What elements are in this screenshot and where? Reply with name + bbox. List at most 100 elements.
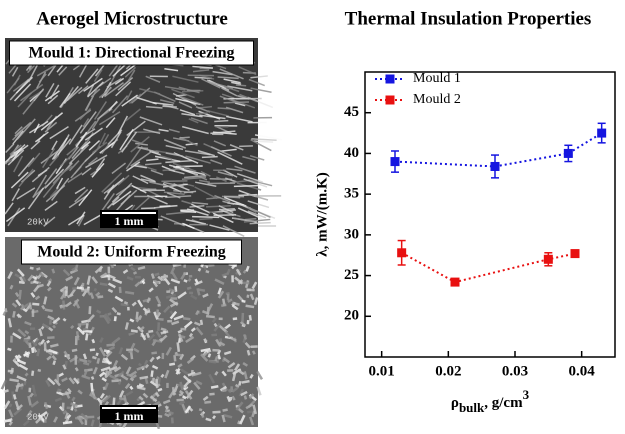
texture	[32, 304, 39, 305]
texture	[148, 331, 153, 332]
texture	[218, 108, 230, 109]
point	[597, 129, 606, 138]
texture	[25, 381, 26, 385]
texture	[258, 387, 261, 395]
texture	[130, 386, 132, 389]
point	[571, 249, 580, 258]
texture	[125, 292, 134, 293]
texture	[91, 383, 92, 391]
texture	[47, 341, 50, 343]
texture	[179, 394, 183, 395]
legend-marker	[386, 96, 395, 105]
texture	[106, 345, 114, 346]
texture	[246, 306, 254, 307]
texture	[178, 331, 182, 333]
texture	[236, 85, 246, 86]
texture	[83, 363, 89, 365]
texture	[161, 329, 166, 331]
texture	[63, 422, 72, 423]
texture	[10, 404, 11, 407]
texture	[190, 334, 192, 337]
texture	[234, 186, 260, 187]
texture	[93, 339, 94, 343]
x-tick-label: 0.01	[369, 363, 395, 379]
texture	[209, 212, 223, 213]
texture	[124, 302, 127, 303]
texture	[75, 408, 76, 411]
texture	[204, 265, 206, 270]
texture	[236, 385, 239, 387]
texture	[244, 334, 246, 339]
texture	[86, 333, 87, 340]
texture	[248, 295, 249, 298]
texture	[42, 327, 44, 330]
texture	[175, 355, 176, 361]
texture	[14, 394, 15, 399]
texture	[129, 351, 133, 352]
texture	[158, 389, 162, 391]
y-tick-label: 20	[344, 308, 359, 324]
texture	[50, 319, 51, 324]
texture	[137, 312, 138, 320]
texture	[199, 409, 202, 410]
texture	[145, 311, 150, 312]
texture	[239, 146, 253, 147]
texture	[245, 396, 246, 400]
texture	[199, 218, 212, 219]
texture	[242, 313, 243, 322]
texture	[97, 353, 98, 356]
scale-label: 1 mm	[115, 214, 144, 228]
texture	[178, 342, 179, 351]
texture	[166, 406, 168, 409]
texture	[6, 308, 7, 312]
texture	[183, 396, 186, 398]
texture	[11, 368, 12, 374]
x-axis-label-part: ρ	[451, 395, 459, 411]
chart-title: Thermal Insulation Properties	[345, 8, 592, 29]
texture	[38, 370, 41, 371]
texture	[4, 390, 9, 392]
image-label: Mould 1: Directional Freezing	[28, 45, 234, 62]
texture	[247, 266, 249, 271]
texture	[199, 290, 205, 291]
image-label: Mould 2: Uniform Freezing	[37, 244, 226, 261]
texture	[196, 113, 208, 114]
legend-label: Mould 2	[413, 92, 461, 107]
texture	[88, 361, 91, 362]
texture	[211, 386, 218, 387]
texture	[32, 348, 33, 353]
y-tick-label: 30	[344, 226, 359, 242]
texture	[213, 416, 215, 419]
texture	[117, 313, 121, 314]
texture	[78, 360, 79, 363]
texture	[92, 377, 93, 380]
texture	[97, 296, 103, 297]
texture	[8, 349, 12, 350]
texture	[221, 305, 226, 306]
texture	[187, 288, 191, 289]
texture	[206, 316, 215, 317]
texture	[242, 381, 250, 382]
texture	[32, 371, 33, 376]
texture	[157, 309, 158, 315]
texture	[147, 333, 149, 338]
texture	[177, 400, 184, 401]
texture	[253, 351, 255, 354]
texture	[250, 223, 271, 224]
texture	[87, 323, 88, 328]
texture	[158, 319, 164, 320]
texture	[38, 349, 39, 356]
texture	[104, 387, 105, 390]
texture	[13, 311, 14, 317]
texture	[192, 217, 219, 218]
y-tick-label: 45	[344, 104, 359, 120]
texture	[58, 389, 59, 392]
y-tick-label: 40	[344, 145, 359, 161]
texture	[151, 353, 156, 354]
x-axis-label-part: , g/cm	[484, 395, 523, 411]
texture	[36, 268, 40, 269]
texture	[92, 420, 94, 427]
texture	[143, 189, 157, 190]
